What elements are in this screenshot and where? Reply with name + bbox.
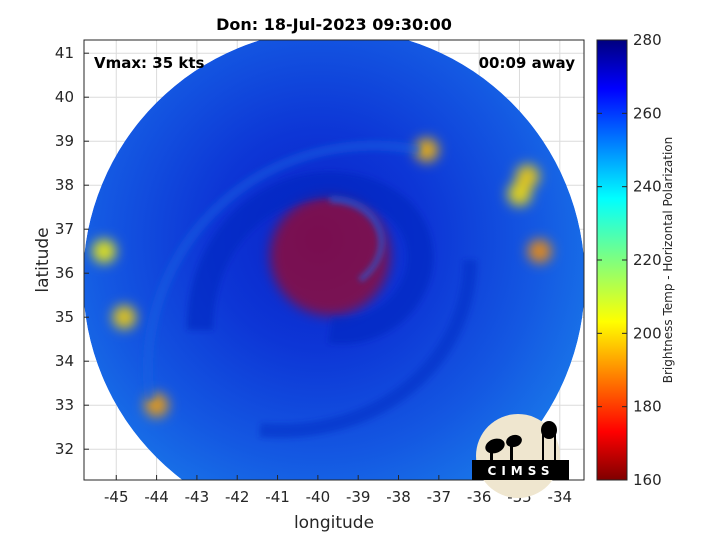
storm-core bbox=[269, 195, 390, 316]
y-tick-label: 41 bbox=[55, 44, 74, 62]
x-tick-label: -37 bbox=[427, 488, 452, 506]
time-away-annotation: 00:09 away bbox=[479, 54, 576, 72]
x-tick-label: -41 bbox=[265, 488, 290, 506]
x-tick-label: -44 bbox=[144, 488, 169, 506]
brightness-field bbox=[84, 40, 584, 480]
y-tick-label: 32 bbox=[55, 440, 74, 458]
x-tick-label: -39 bbox=[346, 488, 371, 506]
brightness-spot bbox=[527, 239, 552, 264]
y-tick-label: 35 bbox=[55, 308, 74, 326]
brightness-spot bbox=[112, 305, 137, 330]
colorbar-label: Brightness Temp - Horizontal Polarizatio… bbox=[661, 137, 675, 384]
colorbar-tick-label: 200 bbox=[633, 324, 662, 342]
colorbar-ticks: 160 180 200 220 240 260 280 bbox=[597, 31, 662, 489]
y-tick-label: 38 bbox=[55, 176, 74, 194]
axes-frame bbox=[83, 39, 585, 481]
y-tick-label: 39 bbox=[55, 132, 74, 150]
x-tick-label: -36 bbox=[467, 488, 492, 506]
brightness-spot bbox=[414, 138, 439, 162]
chart-title: Don: 18-Jul-2023 09:30:00 bbox=[216, 15, 452, 34]
logo-text: CIMSS bbox=[488, 464, 555, 478]
colorbar-tick-label: 180 bbox=[633, 398, 662, 416]
y-axis: 32 33 34 35 36 37 38 39 40 41 bbox=[55, 44, 89, 458]
colorbar-tick-label: 260 bbox=[633, 104, 662, 122]
x-tick-label: -45 bbox=[104, 488, 129, 506]
y-tick-label: 36 bbox=[55, 264, 74, 282]
brightness-spot bbox=[515, 164, 540, 189]
x-tick-label: -40 bbox=[306, 488, 331, 506]
x-tick-label: -42 bbox=[225, 488, 250, 506]
vmax-annotation: Vmax: 35 kts bbox=[94, 54, 204, 72]
x-axis: -45-44-43-42-41-40-39-38-37-36-35-34 bbox=[104, 475, 572, 506]
colorbar-tick-label: 220 bbox=[633, 251, 662, 269]
x-tick-label: -43 bbox=[185, 488, 210, 506]
x-axis-label: longitude bbox=[294, 513, 374, 533]
colorbar-tick-label: 280 bbox=[633, 31, 662, 49]
colorbar-tick-label: 160 bbox=[633, 471, 662, 489]
x-tick-label: -34 bbox=[548, 488, 573, 506]
colorbar-tick-label: 240 bbox=[633, 178, 662, 196]
y-tick-label: 37 bbox=[55, 220, 74, 238]
cimss-logo: CIMSS bbox=[472, 414, 569, 498]
y-axis-label: latitude bbox=[33, 227, 53, 292]
x-tick-label: -38 bbox=[386, 488, 411, 506]
y-tick-label: 34 bbox=[55, 352, 74, 370]
y-tick-label: 33 bbox=[55, 396, 74, 414]
brightness-spot bbox=[92, 239, 117, 264]
y-tick-label: 40 bbox=[55, 88, 74, 106]
spiral-bands bbox=[143, 140, 477, 438]
